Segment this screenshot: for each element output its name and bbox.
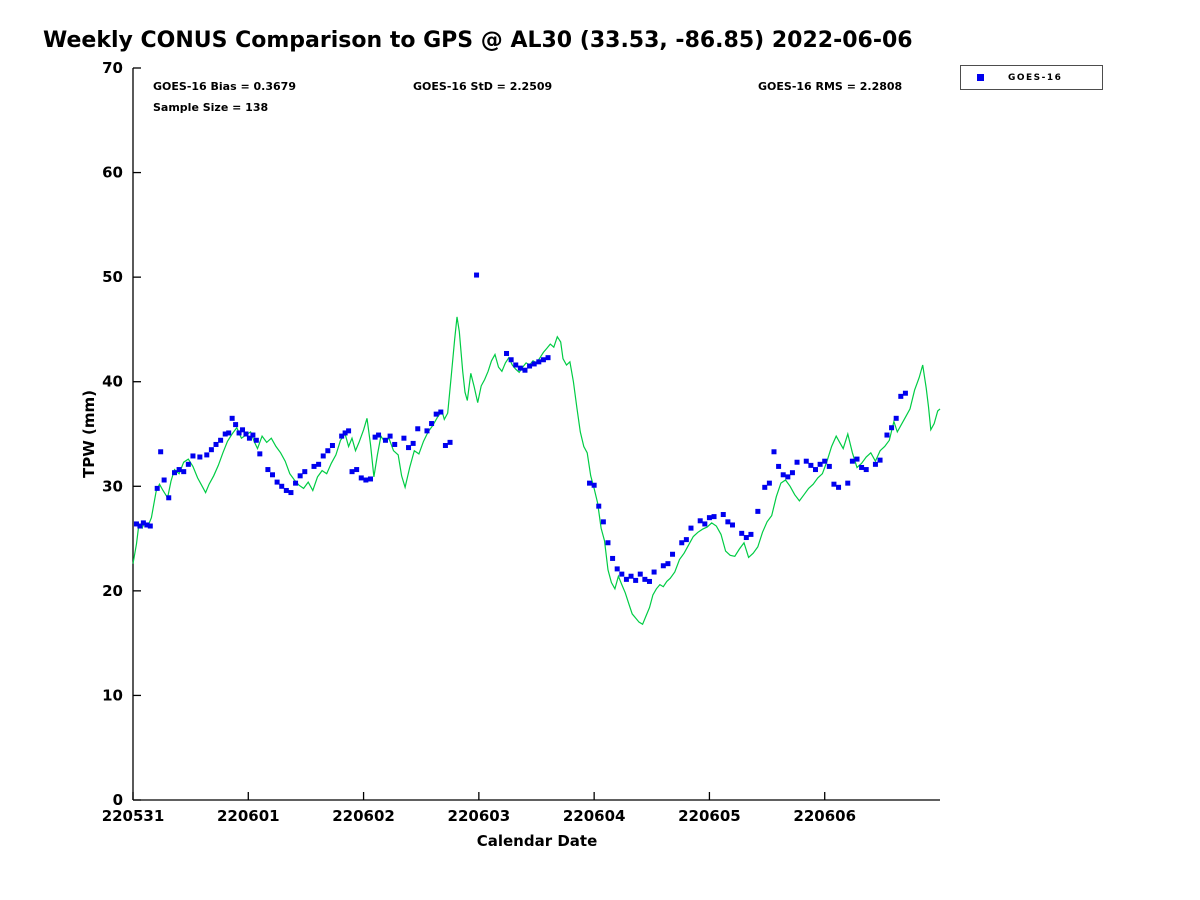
svg-text:70: 70 — [102, 59, 123, 77]
svg-text:220604: 220604 — [563, 807, 626, 825]
svg-text:220602: 220602 — [332, 807, 395, 825]
svg-text:20: 20 — [102, 582, 123, 600]
x-axis-label: Calendar Date — [476, 832, 598, 850]
svg-text:0: 0 — [113, 791, 123, 809]
stat-sample-size: Sample Size = 138 — [153, 101, 269, 114]
legend: GOES-16 — [960, 65, 1103, 90]
svg-text:220601: 220601 — [217, 807, 280, 825]
svg-text:220531: 220531 — [102, 807, 165, 825]
stat-std: GOES-16 StD = 2.2509 — [413, 80, 553, 93]
svg-text:220603: 220603 — [448, 807, 511, 825]
svg-text:60: 60 — [102, 164, 123, 182]
svg-text:10: 10 — [102, 686, 123, 704]
svg-text:40: 40 — [102, 373, 123, 391]
chart-title: Weekly CONUS Comparison to GPS @ AL30 (3… — [43, 28, 913, 53]
svg-text:30: 30 — [102, 477, 123, 495]
stat-bias: GOES-16 Bias = 0.3679 — [153, 80, 296, 93]
svg-text:220605: 220605 — [678, 807, 741, 825]
legend-label-goes16: GOES-16 — [1008, 72, 1063, 83]
svg-text:220606: 220606 — [793, 807, 856, 825]
goes16-square-marker-icon — [977, 74, 984, 81]
svg-text:50: 50 — [102, 268, 123, 286]
stat-rms: GOES-16 RMS = 2.2808 — [758, 80, 903, 93]
